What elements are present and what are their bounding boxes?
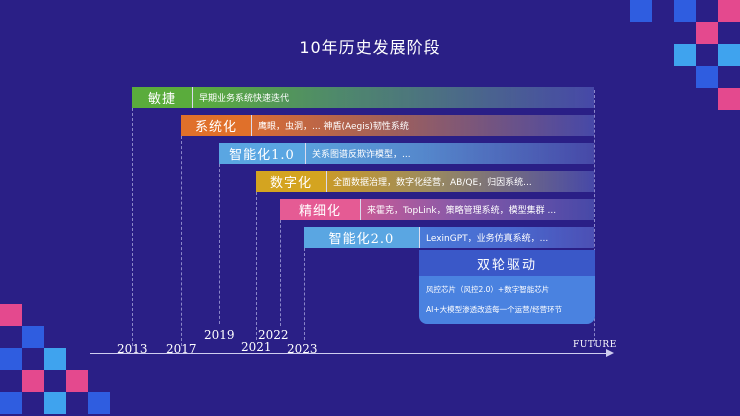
- dual-drive-line-1: 风控芯片（风控2.0）+数字智能芯片: [426, 285, 550, 294]
- future-label: FUTURE: [573, 340, 617, 350]
- decor-square: [0, 348, 22, 370]
- stage-desc: LexinGPT，业务仿真系统，...: [419, 227, 594, 248]
- timeline-axis-arrow: [606, 349, 614, 357]
- stage-tag: 敏捷: [132, 87, 192, 108]
- decor-square: [718, 44, 740, 66]
- future-guide: [594, 90, 595, 346]
- stage-desc: 全面数据治理，数字化经营，AB/QE，归因系统...: [326, 171, 594, 192]
- year-label-2013: 2013: [117, 342, 148, 356]
- stage-systematization: 系统化 鹰眼，虫洞，... 神盾(Aegis)韧性系统: [181, 115, 594, 136]
- stage-desc: 关系图谱反欺诈模型，...: [305, 143, 594, 164]
- dual-drive-body: 风控芯片（风控2.0）+数字智能芯片 AI+大模型渗透改造每一个运营/经营环节: [419, 276, 595, 324]
- stage-tag: 智能化1.0: [219, 143, 305, 164]
- timeline-axis: [90, 353, 610, 354]
- decor-square: [44, 348, 66, 370]
- decor-square: [718, 0, 740, 22]
- year-guide-2013: [132, 108, 133, 346]
- decor-square: [0, 304, 22, 326]
- stage-agile: 敏捷 早期业务系统快速迭代: [132, 87, 594, 108]
- dual-drive-line-2: AI+大模型渗透改造每一个运营/经营环节: [426, 305, 563, 314]
- decor-square: [696, 22, 718, 44]
- year-label-2023: 2023: [287, 342, 318, 356]
- stage-tag: 数字化: [256, 171, 326, 192]
- stage-tag: 精细化: [280, 199, 360, 220]
- decor-square: [66, 370, 88, 392]
- stage-desc: 鹰眼，虫洞，... 神盾(Aegis)韧性系统: [251, 115, 594, 136]
- decor-square: [88, 392, 110, 414]
- decor-square: [44, 392, 66, 414]
- page-title: 10年历史发展阶段: [299, 38, 441, 57]
- stage-tag: 智能化2.0: [304, 227, 419, 248]
- decor-square: [22, 326, 44, 348]
- stage-desc: 来霍克，TopLink，策略管理系统，模型集群 ...: [360, 199, 594, 220]
- decor-square: [718, 88, 740, 110]
- decor-square: [22, 370, 44, 392]
- year-label-2017: 2017: [166, 342, 197, 356]
- stage-desc: 早期业务系统快速迭代: [192, 87, 594, 108]
- decor-square: [674, 0, 696, 22]
- stage-refinement: 精细化 来霍克，TopLink，策略管理系统，模型集群 ...: [280, 199, 594, 220]
- dual-drive-title: 双轮驱动: [419, 250, 595, 276]
- decor-square: [0, 392, 22, 414]
- year-guide-2021: [256, 192, 257, 340]
- year-label-2022: 2022: [258, 328, 289, 342]
- year-guide-2023: [304, 248, 305, 340]
- year-label-2021: 2021: [241, 340, 272, 354]
- decor-square: [630, 0, 652, 22]
- year-label-2019: 2019: [204, 328, 235, 342]
- year-guide-2022: [280, 220, 281, 326]
- decor-square: [696, 66, 718, 88]
- year-guide-2017: [181, 136, 182, 346]
- stage-intelligence-2: 智能化2.0 LexinGPT，业务仿真系统，...: [304, 227, 594, 248]
- decor-square: [674, 44, 696, 66]
- stage-tag: 系统化: [181, 115, 251, 136]
- year-guide-2019: [219, 164, 220, 324]
- stage-intelligence-1: 智能化1.0 关系图谱反欺诈模型，...: [219, 143, 594, 164]
- stage-digitalization: 数字化 全面数据治理，数字化经营，AB/QE，归因系统...: [256, 171, 594, 192]
